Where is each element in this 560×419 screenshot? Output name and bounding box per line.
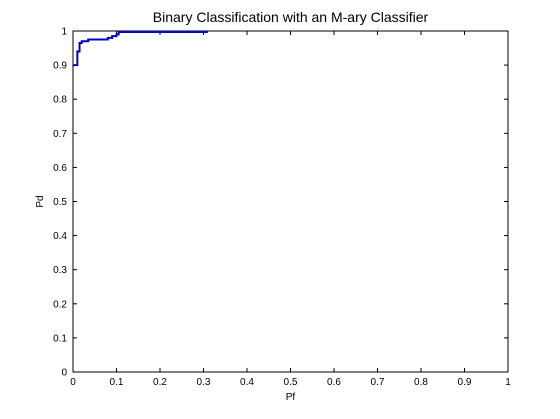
- x-tick-label-8: 0.8: [414, 377, 428, 388]
- y-tick-label-9: 0.9: [53, 61, 67, 72]
- x-tick-label-5: 0.5: [284, 377, 298, 388]
- chart-title: Binary Classification with an M-ary Clas…: [153, 9, 429, 25]
- x-tick-label-0: 0: [70, 377, 76, 388]
- x-tick-label-9: 0.9: [458, 377, 472, 388]
- axes-box: [72, 30, 509, 373]
- x-tick-label-6: 0.6: [327, 377, 341, 388]
- x-tick-label-7: 0.7: [371, 377, 385, 388]
- series-group: [73, 31, 208, 67]
- y-axis-label: Pd: [35, 195, 46, 207]
- x-axis-label: Pf: [286, 392, 296, 403]
- y-tick-label-8: 0.8: [53, 95, 67, 106]
- x-tick-label-3: 0.3: [197, 377, 211, 388]
- y-tick-labels: 0 0.1 0.2 0.3 0.4 0.5 0.6 0.7 0.8 0.9 1: [53, 27, 67, 379]
- y-tick-label-5: 0.5: [53, 197, 67, 208]
- x-tick-labels: 0 0.1 0.2 0.3 0.4 0.5 0.6 0.7 0.8 0.9 1: [70, 377, 511, 388]
- series-line-0: [73, 31, 208, 67]
- x-tick-label-2: 0.2: [153, 377, 167, 388]
- y-tick-label-1: 0.1: [53, 333, 67, 344]
- x-tick-label-4: 0.4: [240, 377, 254, 388]
- x-tick-label-10: 1: [505, 377, 511, 388]
- y-tick-label-3: 0.3: [53, 265, 67, 276]
- y-tick-label-6: 0.6: [53, 163, 67, 174]
- y-tick-label-7: 0.7: [53, 129, 67, 140]
- y-tick-label-0: 0: [61, 368, 67, 379]
- y-tick-label-2: 0.2: [53, 299, 67, 310]
- y-tick-label-4: 0.4: [53, 231, 67, 242]
- y-tick-label-10: 1: [61, 27, 67, 38]
- tick-marks: [72, 30, 509, 373]
- x-tick-label-1: 0.1: [110, 377, 124, 388]
